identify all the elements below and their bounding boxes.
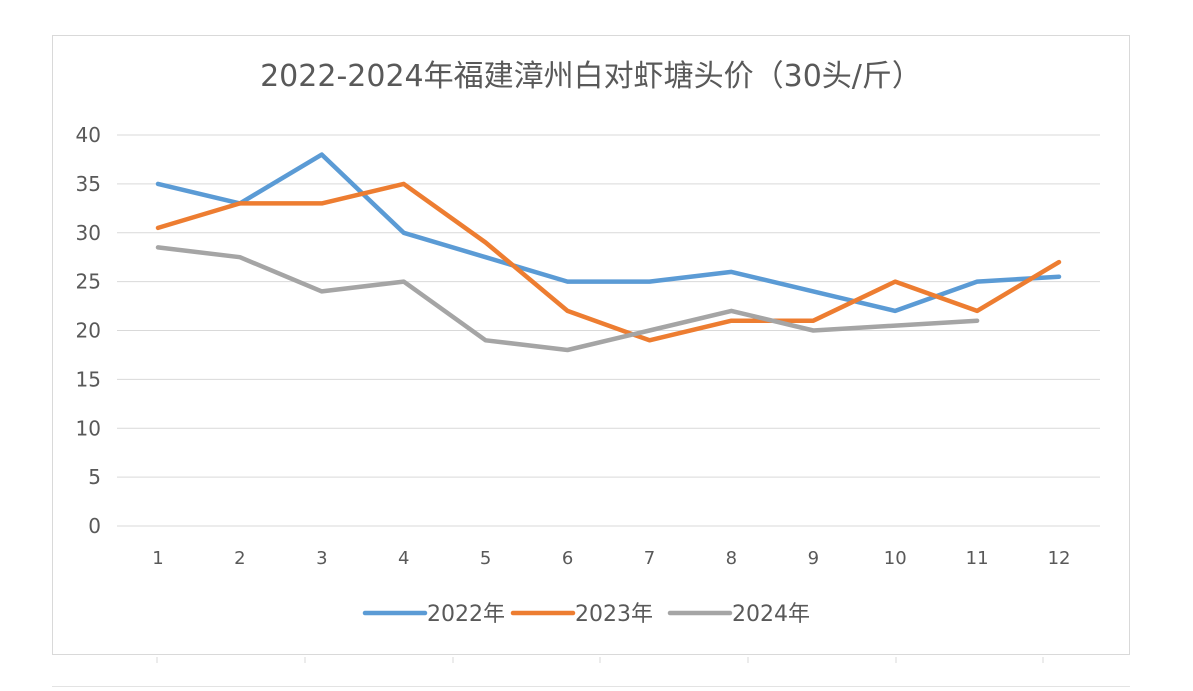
x-tick-label: 12: [1048, 548, 1071, 569]
frame-bottom-ticks: [156, 657, 1044, 663]
x-tick-label: 8: [726, 548, 737, 569]
x-tick-label: 9: [808, 548, 819, 569]
series-line-2023年: [155, 181, 1062, 343]
x-tick-label: 3: [316, 548, 327, 569]
y-tick-label: 0: [88, 514, 101, 538]
y-axis-ticks: 0 5 10 15 20 25 30 35 40: [76, 123, 101, 538]
series-line-2024年: [155, 245, 980, 353]
y-tick-label: 5: [88, 465, 101, 489]
legend-label: 2024年: [732, 602, 810, 627]
x-tick-label: 5: [480, 548, 491, 569]
x-tick-label: 1: [152, 548, 163, 569]
x-tick-label: 11: [966, 548, 989, 569]
legend-label: 2023年: [575, 602, 653, 627]
grid-lines: [117, 134, 1100, 527]
chart-title: 2022-2024年福建漳州白对虾塘头价（30头/斤）: [260, 59, 922, 94]
y-tick-label: 15: [76, 367, 101, 391]
x-tick-label: 6: [562, 548, 573, 569]
y-tick-label: 30: [76, 221, 101, 245]
series-line-2022年: [155, 152, 1062, 314]
x-axis-ticks: 1 2 3 4 5 6 7 8 9 10 11 12: [152, 548, 1070, 569]
y-tick-label: 20: [76, 319, 101, 343]
y-tick-label: 35: [76, 172, 101, 196]
x-tick-label: 10: [884, 548, 907, 569]
legend: 2022年 2023年 2024年: [362, 602, 810, 627]
y-tick-label: 10: [76, 416, 101, 440]
series-lines: [155, 152, 1062, 353]
x-tick-label: 2: [234, 548, 245, 569]
y-tick-label: 25: [76, 270, 101, 294]
y-tick-label: 40: [76, 123, 101, 147]
x-tick-label: 7: [644, 548, 655, 569]
bottom-divider: [52, 686, 1130, 687]
legend-label: 2022年: [427, 602, 505, 627]
x-tick-label: 4: [398, 548, 409, 569]
